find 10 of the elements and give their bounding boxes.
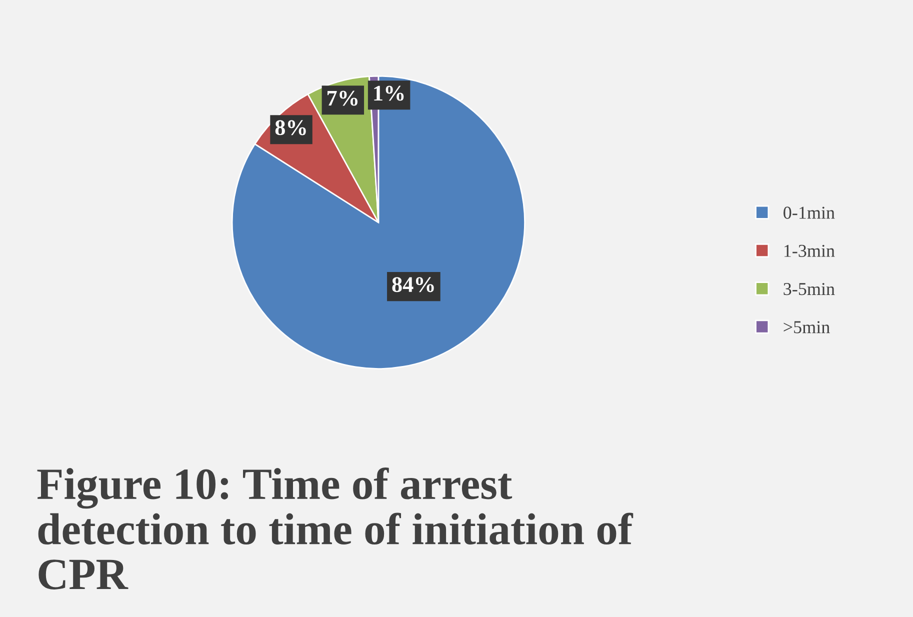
- data-label: 8%: [275, 120, 306, 136]
- legend-label: 0-1min: [784, 206, 835, 219]
- data-label: 84%: [392, 277, 434, 292]
- pie-slice: [231, 75, 526, 370]
- legend-label: >5min: [784, 321, 830, 334]
- legend-label: 1-3min: [784, 244, 835, 257]
- data-label: 7%: [328, 90, 358, 106]
- text: Figure 10: Time of arrest detection to time of initiation of CPR: [37, 468, 634, 590]
- legend-label: 3-5min: [784, 282, 835, 296]
- data-label: 1%: [374, 86, 404, 101]
